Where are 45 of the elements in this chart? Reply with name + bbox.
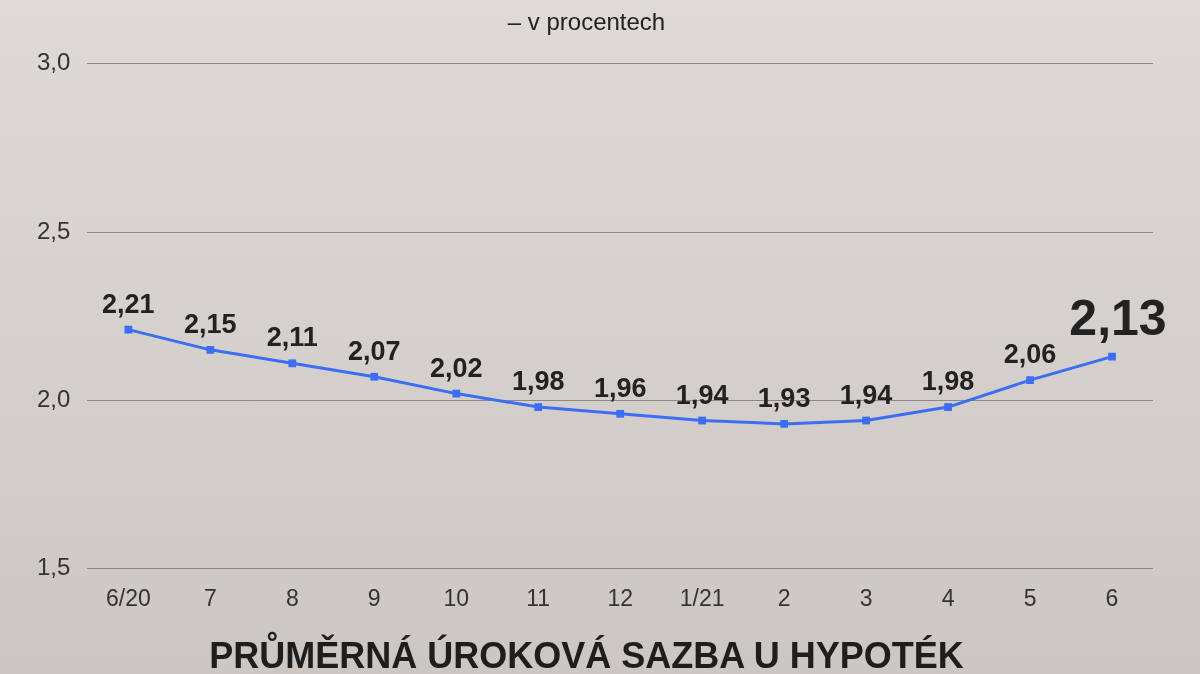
data-label: 2,07 — [347, 335, 401, 366]
x-tick-label: 8 — [285, 584, 299, 611]
x-tick-label: 10 — [443, 584, 470, 611]
x-tick-label: 12 — [607, 584, 633, 611]
point — [206, 345, 215, 354]
y-tick-label: 1,5 — [36, 553, 71, 581]
x-tick-label: 4 — [941, 584, 955, 611]
data-label: 2,13 — [1069, 289, 1167, 346]
x-tick-label: 2 — [777, 584, 791, 611]
data-label: 2,06 — [1003, 339, 1057, 370]
point — [862, 416, 870, 425]
y-tick-label: 2,5 — [36, 216, 71, 244]
x-tick-label: 11 — [526, 584, 551, 611]
x-tick-label: 6/20 — [105, 584, 151, 611]
data-label: 1,93 — [757, 382, 811, 413]
point — [1108, 352, 1116, 361]
point — [452, 389, 461, 398]
point — [944, 403, 952, 411]
point — [124, 325, 133, 334]
text: PRŮMĚRNÁ ÚROKOVÁ SAZBA U HYPOTÉK — [209, 630, 964, 674]
point — [698, 416, 707, 425]
x-tick-label: 3 — [859, 584, 873, 611]
y-tick-label: 3,0 — [36, 48, 71, 76]
point — [288, 359, 297, 368]
x-tick-label: 1/21 — [679, 584, 725, 611]
data-label: 1,94 — [675, 379, 729, 410]
data-label: 1,94 — [839, 379, 893, 410]
chart-subtitle: – v procentech — [507, 8, 666, 36]
point — [780, 420, 789, 428]
x-tick-label: 9 — [367, 584, 381, 611]
data-label: 2,02 — [429, 352, 483, 383]
data-label: 1,96 — [593, 372, 647, 403]
x-tick-label: 7 — [203, 584, 217, 611]
data-label: 2,21 — [102, 288, 155, 319]
y-tick-label: 2,0 — [36, 384, 71, 412]
data-label: 1,98 — [511, 366, 565, 397]
data-label: 2,11 — [266, 322, 318, 353]
x-tick-label: 5 — [1023, 584, 1037, 611]
point — [616, 409, 625, 418]
point — [534, 403, 543, 411]
point — [370, 372, 379, 381]
x-tick-label: 6 — [1105, 584, 1119, 611]
point — [1026, 376, 1034, 385]
data-label: 2,15 — [184, 308, 237, 339]
data-label: 1,98 — [921, 366, 975, 397]
